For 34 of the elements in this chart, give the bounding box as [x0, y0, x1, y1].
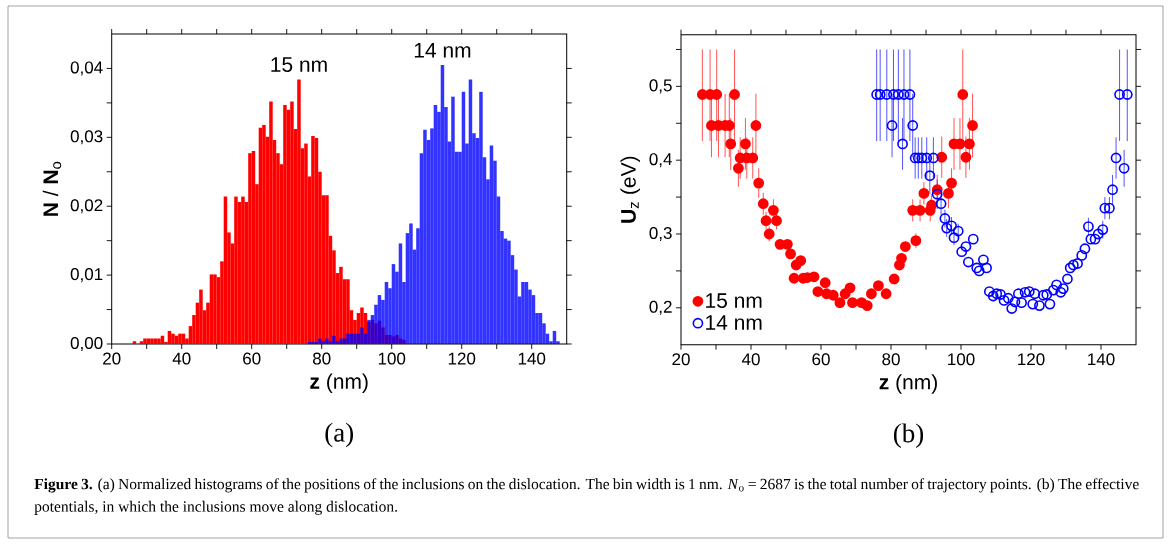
- x-tick-label: 80: [312, 352, 331, 365]
- y-tick-label: 0,02: [70, 199, 103, 214]
- x-tick-label: 60: [243, 352, 261, 365]
- y-tick-label: 0,00: [70, 336, 103, 352]
- text: Figure 3. (a) Normalized histograms of the positions of the inclusions on the dislocation. The bin width is 1 nm. N$_{o}$ = 2687 is the total number of trajectory points. (b) The effective potentials, in which the inclusions move along dislocation.: [34, 478, 1139, 515]
- x-tick-label: 40: [172, 352, 191, 365]
- x-tick-label: 20: [103, 352, 121, 365]
- x-tick-label: 60: [812, 353, 830, 366]
- series-label: 14 nm: [414, 43, 471, 58]
- y-axis-title: U$_{z}$ (eV): [620, 156, 640, 223]
- x-tick-label: 120: [448, 352, 476, 365]
- x-axis-title: z (nm): [879, 374, 937, 394]
- legend-label: 14 nm: [706, 315, 762, 330]
- x-tick-label: 80: [882, 353, 900, 366]
- y-tick-label: 0,5: [649, 79, 672, 94]
- y-axis-title: N / N$_{o}$: [42, 161, 62, 216]
- x-tick-label: 140: [1088, 353, 1115, 366]
- x-tick-label: 140: [518, 352, 546, 365]
- x-axis-title: z (nm): [310, 373, 368, 393]
- y-tick-label: 0,3: [649, 226, 672, 242]
- legend-label: 15 nm: [706, 293, 762, 308]
- text: (b): [893, 423, 924, 448]
- x-tick-label: 120: [1018, 353, 1045, 366]
- x-tick-label: 40: [741, 353, 760, 366]
- x-tick-label: 20: [672, 353, 690, 366]
- y-tick-label: 0,04: [70, 61, 103, 76]
- y-tick-label: 0,03: [70, 130, 103, 145]
- x-tick-label: 100: [948, 353, 975, 366]
- text: (a): [325, 422, 354, 448]
- x-tick-label: 100: [378, 352, 406, 365]
- y-tick-label: 0,01: [70, 268, 103, 283]
- y-tick-label: 0,2: [649, 300, 672, 315]
- y-tick-label: 0,4: [649, 153, 672, 168]
- series-label: 15 nm: [271, 57, 327, 72]
